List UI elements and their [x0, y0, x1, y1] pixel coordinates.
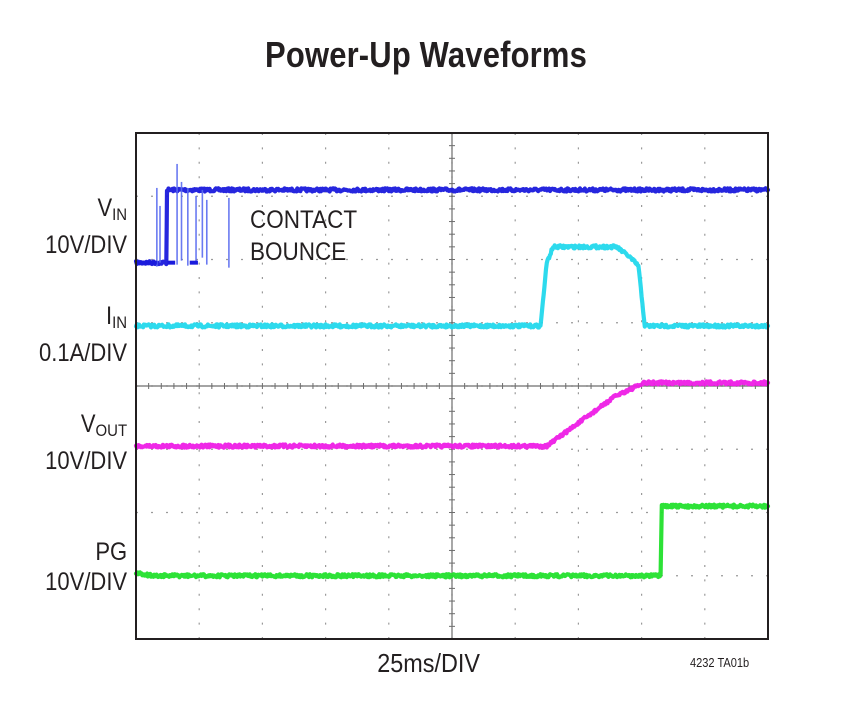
trace-i-in — [133, 243, 771, 330]
figure-id: 4232 TA01b — [690, 655, 750, 670]
trace-v-out — [133, 379, 771, 450]
traces — [133, 163, 771, 580]
annotation-line-2: BOUNCE — [250, 238, 347, 266]
vout-label-sub: OUT — [95, 421, 127, 440]
iin-scale: 0.1A/DIV — [38, 339, 127, 367]
vin-scale: 10V/DIV — [45, 231, 127, 259]
pg-label-main: PG — [95, 538, 127, 566]
iin-label-sub: IN — [112, 313, 127, 332]
annotation-line-1: CONTACT — [250, 206, 358, 234]
vin-label-main: V — [97, 194, 113, 222]
label-vin: VIN 10V/DIV — [45, 193, 127, 260]
plot-frame — [135, 132, 769, 640]
trace-pg — [133, 502, 771, 580]
label-vout: VOUT 10V/DIV — [45, 409, 127, 476]
x-axis-label: 25ms/DIV — [377, 648, 480, 678]
label-pg: PG 10V/DIV — [45, 537, 127, 597]
iin-label-main: I — [105, 302, 113, 330]
trace-v-in — [133, 186, 771, 267]
vin-label-sub: IN — [112, 205, 127, 224]
chart-title: Power-Up Waveforms — [265, 34, 587, 75]
label-iin: IIN 0.1A/DIV — [39, 301, 127, 368]
pg-scale: 10V/DIV — [45, 568, 127, 596]
contact-bounce-annotation: CONTACT BOUNCE — [250, 204, 357, 268]
vout-label-main: V — [80, 410, 96, 438]
vout-scale: 10V/DIV — [45, 447, 127, 475]
